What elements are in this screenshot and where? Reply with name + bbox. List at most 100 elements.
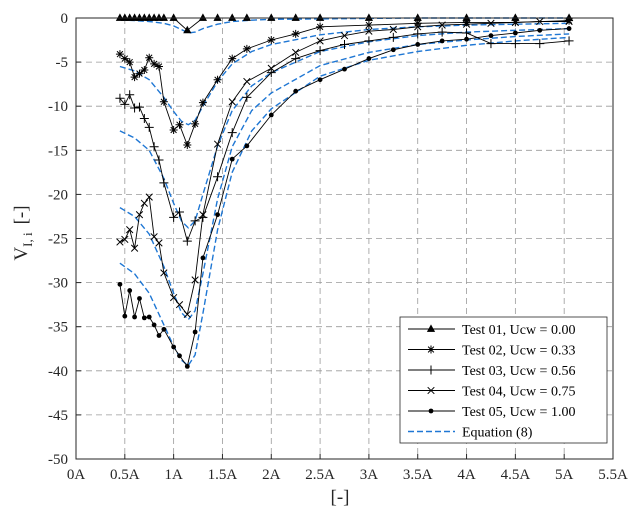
data-point xyxy=(439,38,445,44)
data-point xyxy=(183,141,192,150)
data-point xyxy=(184,363,190,369)
x-tick-label: 5A xyxy=(555,467,574,483)
data-point xyxy=(130,13,139,21)
data-point xyxy=(426,365,436,375)
data-point xyxy=(171,344,177,350)
data-point xyxy=(242,44,251,53)
data-point xyxy=(342,66,347,72)
data-point xyxy=(145,53,154,62)
series-test-5 xyxy=(117,26,572,369)
data-point xyxy=(228,13,237,21)
legend-label: Test 04, Ucw = 0.75 xyxy=(462,385,575,400)
data-point xyxy=(154,155,164,165)
data-point xyxy=(213,75,222,84)
data-point xyxy=(213,13,222,21)
data-point xyxy=(115,93,125,103)
data-point xyxy=(134,102,144,112)
data-point xyxy=(130,244,139,252)
data-point xyxy=(487,19,495,27)
data-point xyxy=(293,88,299,94)
data-point xyxy=(191,119,200,128)
data-point xyxy=(390,47,396,53)
data-point xyxy=(150,13,159,21)
data-point xyxy=(228,54,237,63)
data-point xyxy=(190,216,200,226)
data-point xyxy=(317,77,323,83)
data-point xyxy=(244,143,250,149)
data-point xyxy=(156,333,162,338)
legend-item: Test 04, Ucw = 0.75 xyxy=(408,385,575,400)
x-tick-label: 2A xyxy=(262,467,281,483)
data-point xyxy=(198,98,207,107)
data-point xyxy=(135,69,144,78)
data-point xyxy=(150,59,159,68)
data-point xyxy=(537,27,543,33)
data-point xyxy=(160,269,168,277)
legend-label: Test 02, Ucw = 0.33 xyxy=(462,344,575,359)
data-point xyxy=(198,13,208,21)
data-point xyxy=(135,211,144,219)
y-axis-label-unit: [-] xyxy=(11,205,32,224)
data-point xyxy=(213,140,222,148)
data-point xyxy=(243,77,251,86)
data-point xyxy=(228,98,236,106)
legend-item: Test 05, Ucw = 1.00 xyxy=(408,405,575,420)
series-test-2 xyxy=(115,16,574,150)
svg-text:VI, i[-]: VI, i [-] xyxy=(11,205,35,260)
y-tick-label: -15 xyxy=(48,143,68,159)
data-point xyxy=(127,288,133,293)
data-point xyxy=(512,30,518,36)
data-point xyxy=(169,212,179,222)
data-point xyxy=(413,19,422,28)
data-point xyxy=(154,62,163,71)
y-tick-label: -5 xyxy=(56,55,69,71)
data-point xyxy=(135,13,144,21)
data-point xyxy=(191,276,199,284)
data-point xyxy=(366,56,372,61)
data-point xyxy=(130,103,140,113)
x-tick-label: 3A xyxy=(360,467,379,483)
legend-label: Test 05, Ucw = 1.00 xyxy=(462,405,575,420)
data-point xyxy=(146,314,152,320)
data-point xyxy=(510,39,520,49)
data-point xyxy=(141,315,147,321)
series-test-4 xyxy=(116,17,573,319)
data-point xyxy=(291,13,300,21)
x-tick-label: 0A xyxy=(67,467,86,483)
data-point xyxy=(120,99,130,109)
data-point xyxy=(175,120,184,129)
grid xyxy=(76,18,613,459)
data-point xyxy=(144,122,154,132)
data-point xyxy=(161,326,167,332)
data-point xyxy=(183,310,191,319)
legend-item: Test 02, Ucw = 0.33 xyxy=(408,344,575,359)
data-point xyxy=(267,64,275,72)
legend-label: Test 01, Ucw = 0.00 xyxy=(462,323,575,338)
y-tick-label: -20 xyxy=(48,187,68,203)
data-point xyxy=(139,114,149,124)
y-tick-label: -50 xyxy=(48,452,68,468)
data-point xyxy=(169,293,178,302)
series-test-3 xyxy=(115,27,574,246)
data-point xyxy=(115,50,124,59)
data-point xyxy=(413,29,423,39)
x-tick-label: 4A xyxy=(457,467,476,483)
data-point xyxy=(174,207,184,217)
x-tick-label: 0.5A xyxy=(110,467,140,483)
data-point xyxy=(116,238,124,246)
x-tick-label: 3.5A xyxy=(403,467,433,483)
y-tick-label: -30 xyxy=(48,276,68,292)
data-point xyxy=(565,17,573,26)
x-tick-label: 4.5A xyxy=(501,467,531,483)
data-point xyxy=(340,31,349,40)
data-point xyxy=(438,21,446,29)
data-point xyxy=(200,255,206,261)
data-point xyxy=(364,13,374,21)
data-point xyxy=(536,17,544,26)
data-point xyxy=(462,20,471,28)
data-point xyxy=(154,13,164,21)
data-point xyxy=(151,322,157,328)
y-axis-label-main: V xyxy=(11,247,32,261)
data-point xyxy=(268,112,274,118)
